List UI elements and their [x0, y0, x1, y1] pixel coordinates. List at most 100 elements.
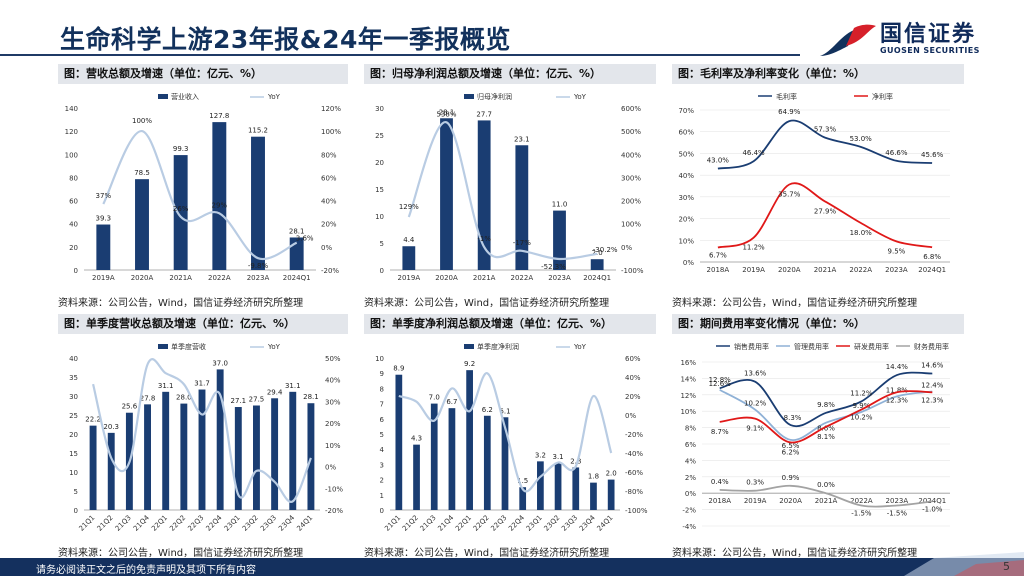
bar-value-label: 2.8: [570, 457, 581, 465]
x-tick-label: 21Q4: [132, 513, 151, 532]
y-left-tick-label: 5: [380, 240, 384, 248]
x-tick-label: 2021A: [815, 497, 838, 505]
bar-value-label: 28.1: [289, 227, 305, 235]
bar-value-label: 2.0: [606, 470, 617, 478]
bar-value-label: 6.2: [482, 406, 493, 414]
y-left-tick-label: 140: [65, 105, 78, 113]
footer-accent-icon: [904, 552, 1024, 576]
y-tick-label: 16%: [680, 359, 696, 367]
bar-value-label: 99.3: [173, 145, 189, 153]
bar-value-label: 11.0: [552, 201, 568, 209]
legend-label: 财务费用率: [914, 342, 949, 351]
x-tick-label: 2021A: [169, 274, 192, 282]
legend-bar-swatch: [158, 94, 168, 99]
bar: [554, 462, 562, 510]
bar: [515, 145, 529, 270]
y-right-tick-label: 60%: [321, 174, 337, 182]
x-tick-label: 23Q4: [277, 513, 296, 532]
bar-value-label: 6.7: [446, 398, 457, 406]
x-tick-label: 2018A: [708, 497, 731, 505]
x-tick-label: 2020A: [131, 274, 154, 282]
x-tick-label: 21Q4: [436, 513, 455, 532]
bar: [402, 246, 416, 270]
y-right-tick-label: 60%: [625, 355, 641, 363]
series-line: [719, 371, 933, 428]
y-right-tick-label: 0%: [325, 464, 336, 472]
point-value-label: 8.1%: [817, 433, 835, 441]
point-value-label: 10.2%: [850, 414, 873, 422]
bar: [216, 369, 224, 510]
point-value-label: 13.6%: [744, 370, 767, 378]
y-tick-label: 10%: [678, 237, 694, 245]
bar-value-label: 20.3: [103, 423, 119, 431]
x-tick-label: 21Q1: [77, 514, 96, 533]
logo-sub: GUOSEN SECURITIES: [880, 46, 980, 55]
y-right-tick-label: -20%: [625, 431, 643, 439]
point-value-label: 12.3%: [886, 396, 909, 404]
bar-value-label: 28.0: [176, 394, 192, 402]
y-right-tick-label: 100%: [621, 221, 641, 229]
yoy-value-label: 26%: [173, 205, 189, 213]
panel-expense-ratios: 图：期间费用率变化情况（单位：%） -4% -2% 0% 2% 4% 6% 8% 10% 12%…: [672, 314, 964, 559]
bar: [483, 415, 491, 510]
y-right-tick-label: 20%: [321, 221, 337, 229]
legend-label: 管理费用率: [794, 342, 829, 351]
series-line: [719, 389, 933, 441]
bar: [607, 479, 615, 510]
legend-bar-label: 单季度净利润: [477, 342, 519, 351]
x-tick-label: 22Q1: [150, 514, 169, 533]
point-value-label: 0.0%: [817, 481, 835, 489]
bar: [271, 398, 279, 510]
x-tick-label: 23Q3: [259, 514, 278, 533]
panel-source: 资料来源：公司公告，Wind，国信证券经济研究所整理: [672, 548, 918, 559]
point-value-label: 12.4%: [921, 382, 944, 390]
x-tick-label: 2022A: [850, 497, 873, 505]
bar-value-label: 127.8: [209, 112, 229, 120]
y-tick-label: 2%: [685, 474, 696, 482]
bar: [553, 210, 566, 270]
chart-net-profit: 0 5 10 15 20 25 30 -100% 0% 100% 200% 300% 400% 500% 6…: [375, 92, 644, 282]
x-tick-label: 22Q2: [472, 514, 491, 533]
panel-quarterly-net-profit: 图：单季度净利润总额及增速（单位：亿元、%） 0 1 2 3 4 5 6 7 8 9 10 -100%…: [364, 314, 656, 559]
yoy-value-label: 129%: [399, 203, 419, 211]
point-value-label: 9.8%: [817, 401, 835, 409]
y-tick-label: -2%: [682, 507, 696, 515]
x-tick-label: 21Q1: [383, 514, 402, 533]
y-right-tick-label: 40%: [625, 374, 641, 382]
y-right-tick-label: -20%: [325, 507, 343, 515]
footer-bar: 请务必阅读正文之后的免责声明及其项下所有内容: [0, 558, 1024, 576]
point-value-label: 18.0%: [850, 229, 873, 237]
point-value-label: 8.7%: [711, 428, 729, 436]
x-tick-label: 2023A: [885, 266, 908, 274]
point-value-label: -1.5%: [851, 510, 872, 518]
bar-value-label: 31.7: [194, 380, 210, 388]
panel-source: 资料来源：公司公告，Wind，国信证券经济研究所整理: [364, 298, 610, 309]
bar: [251, 136, 265, 270]
legend-line-label: YoY: [573, 343, 587, 351]
yoy-line: [398, 372, 613, 493]
bar: [440, 118, 453, 270]
company-logo: 国信证券 GUOSEN SECURITIES: [818, 16, 1018, 64]
point-value-label: 0.4%: [711, 478, 729, 486]
y-tick-label: 4%: [685, 457, 696, 465]
y-left-tick-label: 7: [380, 401, 384, 409]
y-left-tick-label: 35: [69, 374, 78, 382]
chart-quarterly-net-profit: 0 1 2 3 4 5 6 7 8 9 10 -100% -80% -60% -40% -20% 0% 20% 40…: [375, 342, 648, 533]
point-value-label: 10.2%: [744, 400, 767, 408]
bar-value-label: 9.2: [464, 360, 475, 368]
bar-value-label: 28.1: [303, 393, 319, 401]
yoy-value-label: 29%: [212, 201, 228, 209]
bar: [96, 224, 111, 270]
y-left-tick-label: 2: [380, 477, 384, 485]
y-right-tick-label: 40%: [325, 377, 341, 385]
panel-margins: 图：毛利率及净利率变化（单位：%） 0% 10% 20% 30% 40% 50% 60% 70…: [672, 64, 964, 310]
chart-expense-ratios: -4% -2% 0% 2% 4% 6% 8% 10% 12% 14% 16% 2018A 2019A 20…: [680, 342, 950, 531]
x-tick-label: 2019A: [742, 266, 765, 274]
bar-value-label: 3.2: [535, 451, 546, 459]
x-tick-label: 2021A: [814, 266, 837, 274]
series-line: [717, 119, 933, 170]
y-right-tick-label: 50%: [325, 355, 341, 363]
x-tick-label: 2023A: [548, 274, 571, 282]
page-title: 生命科学上游23年报&24年一季报概览: [60, 25, 511, 54]
point-value-label: 14.4%: [886, 363, 909, 371]
